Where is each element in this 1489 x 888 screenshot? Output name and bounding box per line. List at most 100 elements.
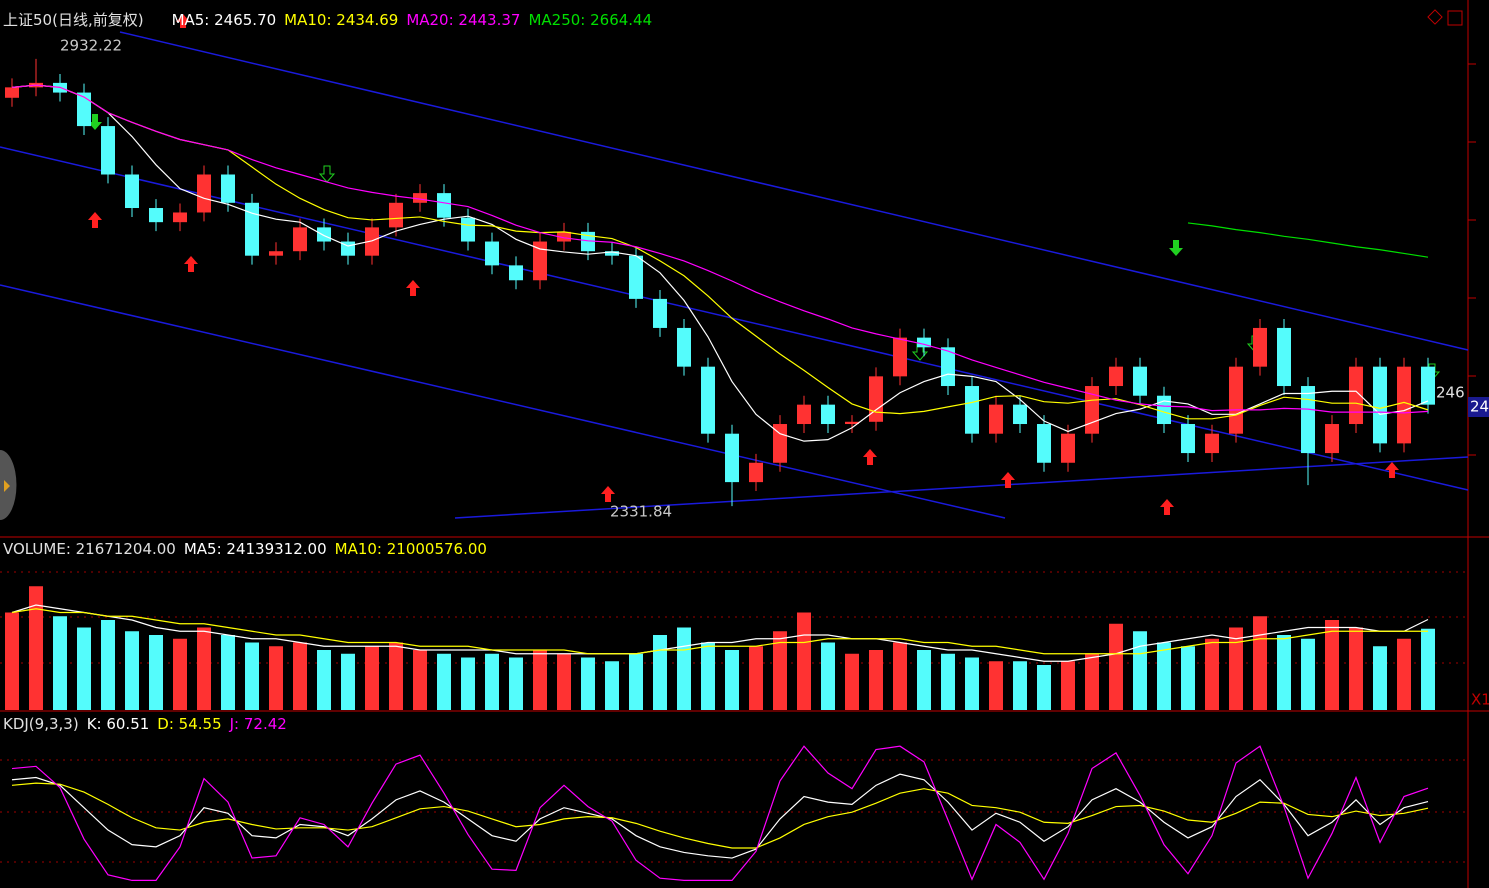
volume-bar [701, 642, 715, 710]
volume-bar [1037, 665, 1051, 710]
legend-entry: MA10: 2434.69 [284, 11, 398, 29]
signal-arrows [88, 114, 1441, 515]
candle-body [1229, 366, 1243, 434]
volume-bar [941, 653, 955, 710]
candle-body [941, 347, 955, 387]
candle-body [77, 92, 91, 127]
candle-body [1205, 433, 1219, 454]
volume-bar [149, 635, 163, 710]
volume-bar [125, 631, 139, 710]
buy-arrow [1001, 472, 1015, 488]
candle-body [869, 376, 883, 422]
candle-body [1037, 424, 1051, 463]
ma-line [11, 604, 1429, 662]
volume-bar [869, 650, 883, 710]
high-label: 2932.22 [60, 37, 122, 55]
volume-bar [461, 657, 475, 710]
candle-body [533, 241, 547, 281]
candle-body [269, 251, 283, 256]
volume-bar [749, 646, 763, 710]
volume-bar [1349, 627, 1363, 710]
volume-bar [1205, 638, 1219, 710]
candle-body [701, 366, 715, 434]
volume-bar [101, 620, 115, 710]
buy-arrow [88, 212, 102, 228]
candle-body [1421, 366, 1435, 405]
volume-bar [773, 631, 787, 710]
low-label: 2331.84 [610, 503, 672, 521]
candle-body [1397, 366, 1411, 444]
volume-bar [845, 653, 859, 710]
volume-bar [197, 627, 211, 710]
volume-bar [629, 653, 643, 710]
candle-body [317, 227, 331, 242]
price-tag [1468, 397, 1489, 417]
candle-body [437, 193, 451, 218]
candle-body [1373, 366, 1387, 444]
candle-body [1181, 424, 1195, 454]
volume-bar [989, 661, 1003, 710]
volume-bar [437, 653, 451, 710]
ma-line [11, 782, 1429, 849]
window-icon[interactable] [1447, 10, 1463, 26]
candle-body [101, 126, 115, 175]
volume-bar [269, 646, 283, 710]
candle-body [725, 433, 739, 483]
candle-body [149, 208, 163, 223]
volume-bar [245, 642, 259, 710]
volume-bar [557, 653, 571, 710]
legend-entry: J: 72.42 [229, 715, 287, 733]
trend-line [454, 456, 1469, 519]
price-legend: 上证50(日线,前复权) MA5: 2465.70 MA10: 2434.69 MA2… [3, 11, 652, 29]
candle-body [1301, 386, 1315, 454]
candle-body [5, 87, 19, 98]
volume-bar [293, 642, 307, 710]
volume-bar [1085, 653, 1099, 710]
buy-arrow [406, 280, 420, 296]
candle-body [917, 337, 931, 348]
candle-body [1133, 366, 1147, 396]
candle-body [1109, 366, 1123, 387]
candle-body [413, 193, 427, 203]
volume-bar [1109, 623, 1123, 710]
volume-bar [653, 635, 667, 710]
volume-bar [1301, 638, 1315, 710]
volume-bar [1373, 646, 1387, 710]
ma-line [11, 84, 1429, 442]
legend-entry: MA20: 2443.37 [406, 11, 520, 29]
candle-body [557, 231, 571, 242]
candle-body [125, 174, 139, 209]
volume-bar [581, 657, 595, 710]
buy-arrow [601, 486, 615, 502]
ma-line [11, 84, 1429, 414]
volume-bar [1397, 638, 1411, 710]
candle-body [989, 404, 1003, 434]
trend-line [119, 31, 1469, 351]
volume-bar [893, 642, 907, 710]
volume-bar [1061, 661, 1075, 710]
volume-axis-label: X1 [1471, 691, 1489, 709]
window-icon[interactable] [1427, 9, 1443, 25]
candle-body [1253, 327, 1267, 367]
legend-arrow [176, 14, 190, 28]
volume-bar [509, 657, 523, 710]
ma-line [11, 608, 1429, 655]
legend-entry: MA250: 2664.44 [528, 11, 652, 29]
candle-body [581, 231, 595, 252]
volume-bar [413, 650, 427, 710]
volume-bar [1181, 646, 1195, 710]
candle-body [629, 255, 643, 299]
volume-bar [1229, 627, 1243, 710]
candle-body [485, 241, 499, 266]
buy-arrow [863, 449, 877, 465]
trend-line [0, 146, 1469, 491]
candle-body [197, 174, 211, 213]
legend-entry: MA5: 2465.70 [172, 11, 277, 29]
candle-body [653, 298, 667, 328]
volume-bar [725, 650, 739, 710]
volume-bar [485, 653, 499, 710]
candle-body [845, 421, 859, 425]
legend-entry: MA5: 24139312.00 [184, 540, 327, 558]
